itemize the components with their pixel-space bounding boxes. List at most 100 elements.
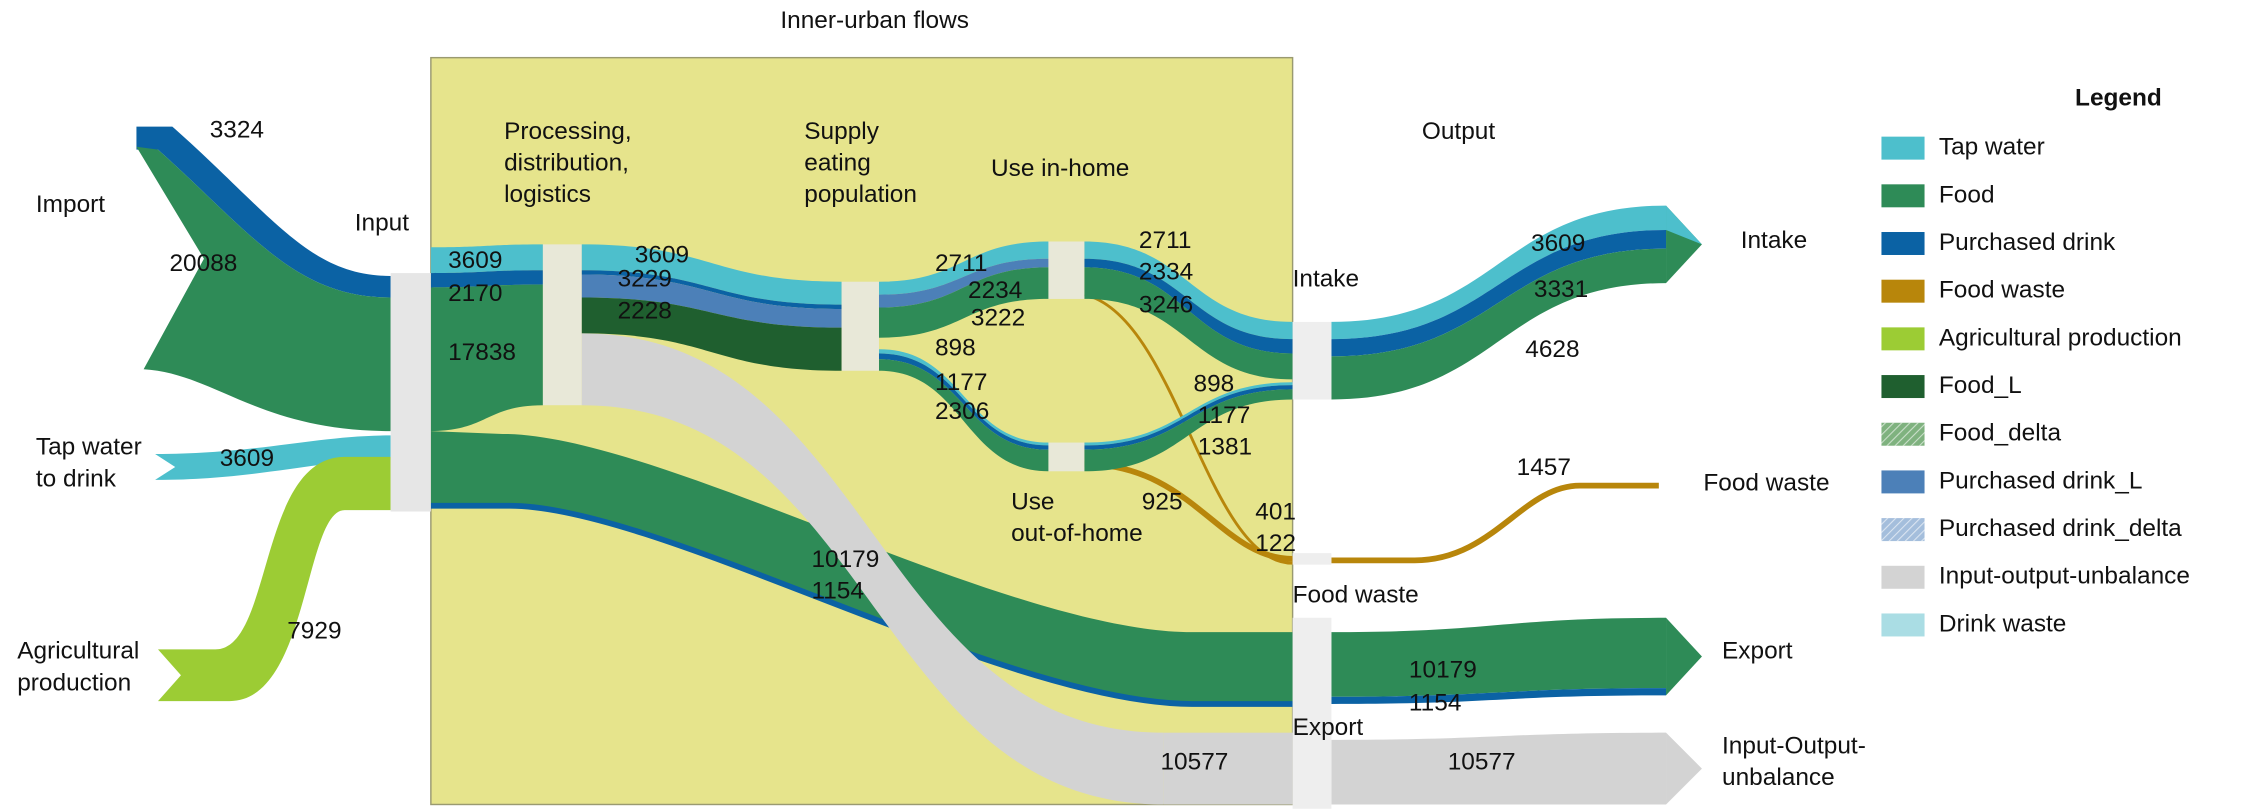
flow-label: 898 (935, 335, 976, 362)
flow-label: 2306 (935, 398, 989, 425)
legend-label: Purchased drink_delta (1939, 515, 2182, 542)
legend-hatch (1881, 422, 1925, 446)
output-label: Intake (1741, 227, 1808, 254)
stage-label: logistics (504, 181, 591, 208)
flow-label: 10577 (1160, 748, 1228, 775)
flow-label: 7929 (287, 618, 341, 645)
output-label: unbalance (1722, 764, 1835, 791)
legend-label: Input-output-unbalance (1939, 563, 2190, 590)
flow-label: 898 (1194, 371, 1235, 398)
labels: Import Tap water to drink Agricultural produ… (17, 116, 1866, 791)
flow-label: 3609 (220, 445, 274, 472)
legend-swatch (1881, 232, 1925, 255)
legend-swatch (1881, 279, 1925, 303)
legend: Legend Tap water Food Purchased drink Food w… (1881, 85, 2190, 637)
flow-band (878, 359, 1049, 472)
export-node (1292, 617, 1332, 809)
tap-water-flow (155, 435, 391, 480)
flow-label: 3229 (618, 266, 672, 293)
source-label: production (17, 669, 131, 696)
flow-label: 4628 (1525, 336, 1579, 363)
flow-label: 1457 (1517, 454, 1571, 481)
stage-label: Intake (1293, 266, 1360, 293)
stage-label: out-of-home (1011, 520, 1143, 547)
nodes (390, 241, 1332, 809)
stage-label: distribution, (504, 149, 629, 176)
legend-label: Purchased drink_L (1939, 467, 2143, 494)
flow-label: 122 (1255, 530, 1296, 557)
stage-label: Output (1422, 118, 1495, 145)
flow-band (1331, 205, 1667, 340)
source-label: Agricultural (17, 638, 139, 665)
legend-label: Food (1939, 181, 1995, 208)
flow-band (1331, 732, 1667, 805)
flow-band (1084, 258, 1293, 354)
flow-label: 925 (1142, 488, 1183, 515)
flow-band (1084, 382, 1293, 446)
legend-label: Food_L (1939, 372, 2022, 399)
flow-band (430, 284, 543, 432)
stage-label: Input (355, 210, 410, 237)
flow-label: 2711 (935, 250, 987, 277)
legend-swatch (1881, 613, 1925, 637)
legend-swatch (1881, 327, 1925, 351)
legend-label: Food waste (1939, 277, 2065, 304)
flow-label: 3609 (635, 241, 689, 268)
import-drink-flow (136, 126, 391, 298)
flow-label: 3324 (210, 116, 264, 143)
flow-band (1084, 241, 1293, 340)
source-label: to drink (36, 465, 117, 492)
flow-label: 1177 (935, 369, 987, 396)
stage-label: Export (1293, 714, 1364, 741)
flow-label: 3331 (1534, 276, 1588, 303)
import-food-flow (136, 146, 391, 432)
flow-label: 10577 (1448, 748, 1516, 775)
agricultural-flow (157, 456, 391, 702)
supply-node (841, 281, 879, 371)
flow-band (1331, 617, 1667, 697)
legend-label: Tap water (1939, 134, 2045, 161)
stage-label: Use (1011, 488, 1054, 515)
stage-label: eating (804, 149, 871, 176)
stage-label: Processing, (504, 118, 632, 145)
flow-band (430, 244, 543, 274)
flow-label: 3222 (971, 304, 1025, 331)
flow-band (581, 270, 842, 309)
stage-label: Use in-home (991, 155, 1129, 182)
flow-label: 3609 (448, 247, 502, 274)
flow-label: 17838 (448, 339, 516, 366)
flow-label: 1177 (1198, 402, 1250, 429)
flow-label: 1154 (811, 577, 863, 604)
input-node (390, 273, 431, 512)
flow-label: 2334 (1139, 259, 1193, 286)
flow-label: 2228 (618, 297, 672, 324)
food-waste-node (1292, 553, 1332, 565)
in-home-node (1048, 241, 1085, 299)
flow-label: 2170 (448, 280, 502, 307)
flow-label: 3246 (1139, 292, 1193, 319)
stage-label: population (804, 181, 917, 208)
legend-swatch (1881, 470, 1925, 494)
legend-hatch (1881, 518, 1925, 542)
intake-node (1292, 321, 1332, 400)
source-label: Import (36, 191, 105, 218)
flow-band (878, 258, 1049, 308)
flow-band (581, 333, 1164, 805)
export-arrow (1666, 617, 1702, 696)
flow-label: 20088 (169, 250, 237, 277)
stage-label: Food waste (1293, 582, 1419, 609)
flow-label: 1154 (1409, 689, 1461, 716)
flow-band (878, 241, 1049, 295)
unbalance-flow (1163, 732, 1293, 805)
output-label: Food waste (1703, 470, 1829, 497)
flow-band (1084, 385, 1293, 450)
legend-swatch (1881, 184, 1925, 208)
flow-band (878, 353, 1049, 450)
flow-label: 10179 (1409, 656, 1477, 683)
flow-band (1084, 267, 1293, 380)
legend-label: Drink waste (1939, 610, 2067, 637)
legend-label: Purchased drink (1939, 229, 2116, 256)
source-label: Tap water (36, 434, 142, 461)
flow-band (878, 267, 1049, 338)
